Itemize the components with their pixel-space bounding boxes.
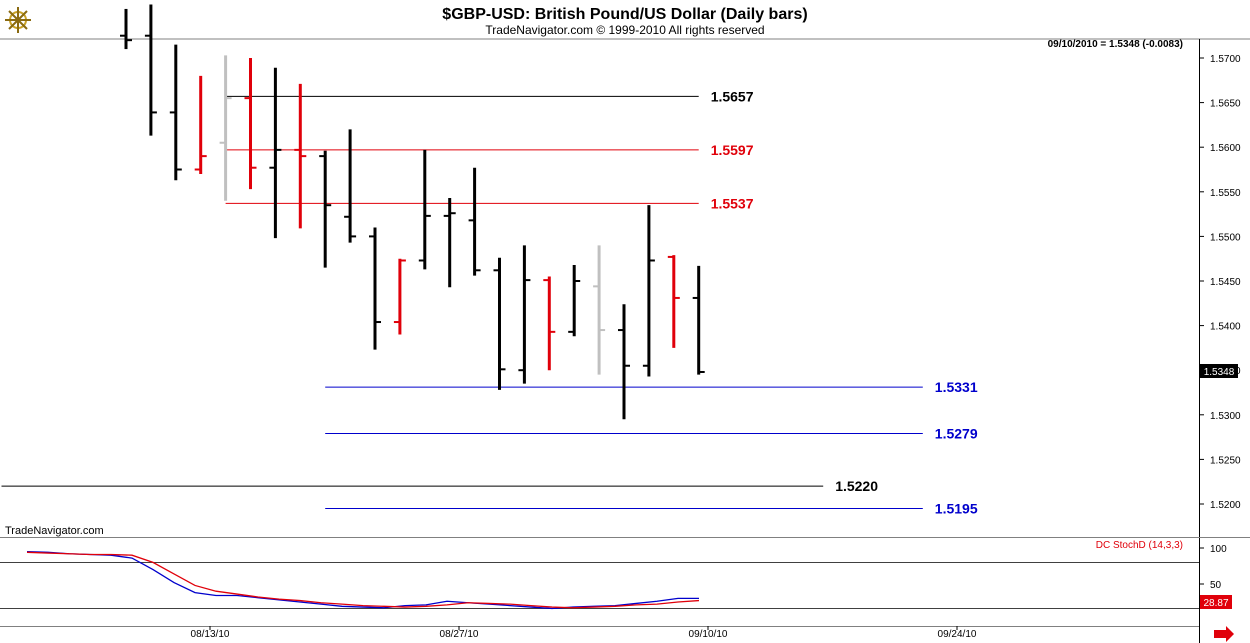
date-tick-label: 08/13/10 <box>191 629 230 640</box>
stoch-series-line <box>26 550 699 610</box>
level-label: 1.5657 <box>711 88 754 104</box>
price-tick-label: 1.5300 <box>1210 411 1241 422</box>
ohlc-bar <box>493 257 506 390</box>
level-label: 1.5597 <box>711 142 754 158</box>
ohlc-bar <box>667 255 680 348</box>
level-label: 1.5220 <box>835 478 878 494</box>
stoch-lines <box>26 550 700 610</box>
current-price-box: 1.5348 <box>1200 364 1238 378</box>
level-label: 1.5331 <box>935 379 978 395</box>
ohlc-bar <box>369 227 381 350</box>
date-tick-label: 09/24/10 <box>938 629 977 640</box>
ohlc-bar <box>244 58 257 190</box>
ship-wheel-icon <box>5 7 31 33</box>
price-tick-label: 1.5700 <box>1210 54 1241 65</box>
stoch-tick-label: 100 <box>1210 544 1227 555</box>
price-tick-label: 1.5450 <box>1210 277 1241 288</box>
red-right-arrow-icon[interactable] <box>1214 626 1234 642</box>
ohlc-bar <box>543 276 556 371</box>
ohlc-bar <box>568 264 581 337</box>
level-label: 1.5279 <box>935 426 978 442</box>
stoch-value-box: 28.87 <box>1200 595 1232 609</box>
ohlc-bar <box>194 75 207 174</box>
ohlc-bar <box>294 83 307 229</box>
price-tick-label: 1.5400 <box>1210 322 1241 333</box>
stochastic-panel: DC StochD (14,3,3) 100 50 28.87 <box>0 540 1232 610</box>
price-tick-label: 1.5250 <box>1210 455 1241 466</box>
level-label: 1.5537 <box>711 195 754 211</box>
ohlc-bar <box>169 44 182 181</box>
price-bars <box>120 4 705 420</box>
ohlc-bar <box>518 245 531 384</box>
stoch-series-line <box>26 551 700 609</box>
price-tick-label: 1.5200 <box>1210 500 1241 511</box>
stoch-indicator-label: DC StochD (14,3,3) <box>1096 540 1183 551</box>
ohlc-bar <box>642 205 655 377</box>
current-price-label: 1.5348 <box>1204 367 1235 378</box>
ohlc-bar <box>692 265 705 375</box>
ohlc-bar <box>120 8 132 50</box>
ohlc-bar <box>393 258 406 335</box>
price-tick-label: 1.5650 <box>1210 99 1241 110</box>
price-tick-label: 1.5600 <box>1210 143 1241 154</box>
price-tick-label: 1.5550 <box>1210 188 1241 199</box>
stoch-tick-label: 50 <box>1210 580 1222 591</box>
price-axis: 1.5700 1.5650 1.5600 1.5550 1.5500 1.5450 1.54… <box>1199 54 1241 511</box>
ohlc-bar <box>618 304 630 420</box>
quote-readout: 09/10/2010 = 1.5348 (-0.0083) <box>1048 39 1183 50</box>
date-tick-label: 09/10/10 <box>689 629 728 640</box>
date-axis: 08/13/10 08/27/10 09/10/10 09/24/10 <box>0 626 1199 640</box>
ohlc-bar <box>593 245 606 375</box>
price-tick-label: 1.5500 <box>1210 232 1241 243</box>
level-lines: 1.5657 1.5597 1.5537 1.5331 1.5279 1.5220 1.51… <box>1 88 978 516</box>
date-tick-label: 08/27/10 <box>440 629 479 640</box>
ohlc-bar <box>344 129 357 243</box>
ohlc-bar <box>468 167 481 276</box>
price-panel: 09/10/2010 = 1.5348 (-0.0083) TradeNavig… <box>0 4 1250 643</box>
copyright-text: TradeNavigator.com © 1999-2010 All right… <box>485 23 764 37</box>
stoch-value-label: 28.87 <box>1203 598 1228 609</box>
ohlc-bar <box>443 198 456 288</box>
level-label: 1.5195 <box>935 500 978 516</box>
ohlc-bar <box>219 55 232 201</box>
ohlc-bar <box>418 149 431 270</box>
chart-title: $GBP-USD: British Pound/US Dollar (Daily… <box>442 6 807 23</box>
stoch-axis: 100 50 <box>1199 544 1227 591</box>
watermark: TradeNavigator.com <box>5 525 104 537</box>
ohlc-bar <box>319 150 332 268</box>
ohlc-bar <box>269 67 282 239</box>
ohlc-bar <box>144 4 157 136</box>
